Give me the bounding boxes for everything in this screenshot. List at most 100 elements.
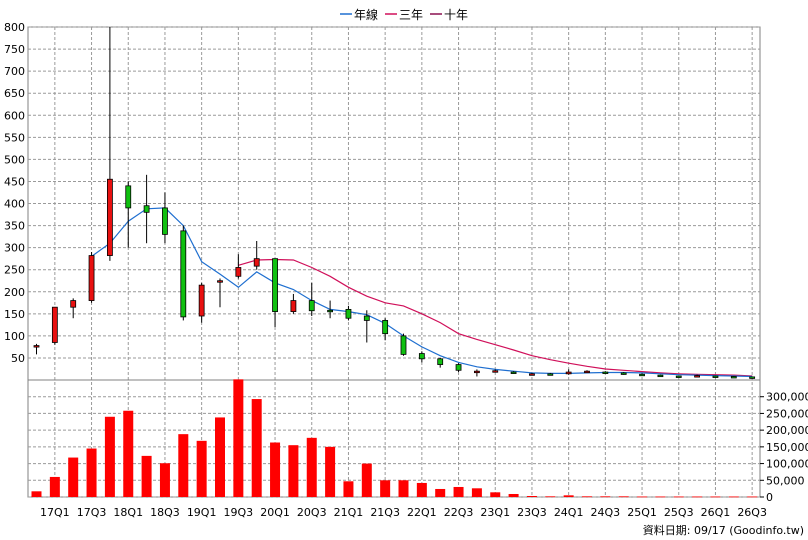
candle-body — [51, 306, 58, 343]
x-tick-label: 22Q1 — [407, 506, 437, 519]
price-tick-label: 150 — [4, 308, 25, 321]
ma-3year-line — [238, 258, 753, 377]
x-tick-label: 26Q3 — [737, 506, 767, 519]
x-axis: 17Q1 17Q3 18Q1 18Q3 19Q1 19Q3 20Q1 20Q3 21Q1 21Q3… — [40, 506, 767, 519]
x-tick-label: 18Q3 — [150, 506, 180, 519]
candle-body — [217, 280, 223, 283]
volume-bar — [471, 488, 482, 497]
candle-body — [584, 370, 590, 374]
volume-axis: 0 50,000 100,000 150,000 200,000 250,000 300,0… — [760, 391, 808, 504]
volume-bar — [31, 491, 42, 497]
candle-body — [455, 364, 462, 371]
candle-body — [418, 353, 425, 360]
candle-body — [529, 373, 535, 376]
price-tick-label: 300 — [4, 242, 25, 255]
candle-body — [675, 375, 682, 378]
volume-bar — [159, 463, 170, 497]
volume-bar — [673, 496, 684, 498]
volume-bar — [710, 496, 721, 498]
candle-body — [712, 375, 719, 378]
volume-bar — [86, 448, 97, 497]
volume-bar — [306, 437, 317, 497]
volume-bars — [31, 379, 758, 498]
legend-label: 十年 — [444, 8, 468, 22]
legend: 年線 三年 十年 — [340, 7, 468, 22]
candle-body — [70, 300, 77, 308]
candle-body — [382, 320, 389, 335]
volume-bar — [288, 445, 299, 497]
volume-bar — [747, 496, 758, 498]
candle-body — [290, 300, 297, 313]
candle-body — [620, 372, 627, 375]
volume-bar — [692, 496, 703, 498]
price-tick-label: 700 — [4, 65, 25, 78]
x-tick-label: 24Q1 — [554, 506, 584, 519]
candle-body — [473, 370, 480, 374]
volume-bar — [141, 455, 152, 497]
volume-tick-label: 0 — [766, 491, 773, 504]
candle-body — [33, 345, 40, 348]
volume-tick-label: 250,000 — [766, 407, 808, 420]
volume-tick-label: 100,000 — [766, 458, 808, 471]
volume-bar — [545, 496, 556, 498]
volume-bar — [582, 496, 592, 498]
x-tick-label: 21Q1 — [334, 506, 364, 519]
candle-body — [327, 309, 334, 313]
candle-body — [437, 358, 444, 365]
volume-bar — [600, 496, 611, 498]
x-tick-label: 25Q1 — [627, 506, 657, 519]
x-tick-label: 20Q1 — [260, 506, 290, 519]
volume-bar — [270, 442, 281, 497]
candle-body — [253, 258, 260, 267]
candle-body — [492, 370, 499, 373]
candle-body — [547, 373, 554, 376]
volume-bar — [508, 493, 519, 497]
ma-year-line — [91, 207, 753, 378]
price-tick-label: 600 — [4, 109, 25, 122]
x-tick-label: 21Q3 — [370, 506, 400, 519]
volume-bar — [361, 463, 372, 497]
candle-body — [510, 371, 517, 374]
volume-bar — [215, 417, 225, 497]
volume-bar — [380, 480, 391, 497]
price-tick-label: 350 — [4, 220, 25, 233]
candle-body — [345, 308, 352, 319]
candle-body — [143, 205, 150, 213]
candle-body — [730, 376, 737, 379]
volume-bar — [233, 379, 244, 497]
price-tick-label: 400 — [4, 198, 25, 211]
moving-average-lines — [91, 207, 753, 378]
candle-body — [639, 373, 645, 377]
volume-bar — [563, 495, 574, 497]
volume-tick-label: 150,000 — [766, 441, 808, 454]
candle-body — [308, 300, 315, 312]
volume-bar — [343, 481, 354, 497]
price-tick-label: 100 — [4, 330, 25, 343]
volume-bar — [123, 410, 134, 497]
price-tick-label: 750 — [4, 43, 25, 56]
volume-bar — [435, 488, 446, 497]
x-tick-label: 23Q1 — [480, 506, 510, 519]
volume-bar — [416, 482, 427, 497]
price-tick-label: 650 — [4, 87, 25, 100]
candle-body — [657, 374, 664, 378]
price-tick-label: 200 — [4, 286, 25, 299]
candle-body — [88, 255, 95, 301]
volume-bar — [655, 496, 666, 498]
plot-frame — [27, 26, 761, 498]
x-tick-label: 18Q1 — [113, 506, 143, 519]
price-tick-label: 450 — [4, 175, 25, 188]
volume-bar — [618, 496, 629, 498]
candlesticks — [33, 27, 756, 379]
volume-bar — [325, 446, 336, 497]
price-tick-label: 800 — [4, 21, 25, 34]
x-tick-label: 19Q3 — [224, 506, 254, 519]
volume-bar — [178, 434, 189, 497]
x-tick-label: 17Q3 — [77, 506, 107, 519]
price-tick-label: 500 — [4, 153, 25, 166]
candle-body — [180, 230, 187, 318]
candle-body — [694, 375, 700, 378]
candle-body — [565, 371, 572, 375]
